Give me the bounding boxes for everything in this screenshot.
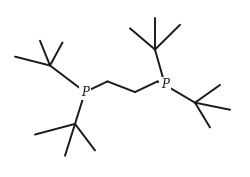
Text: P: P <box>81 85 89 99</box>
Text: P: P <box>161 78 169 92</box>
